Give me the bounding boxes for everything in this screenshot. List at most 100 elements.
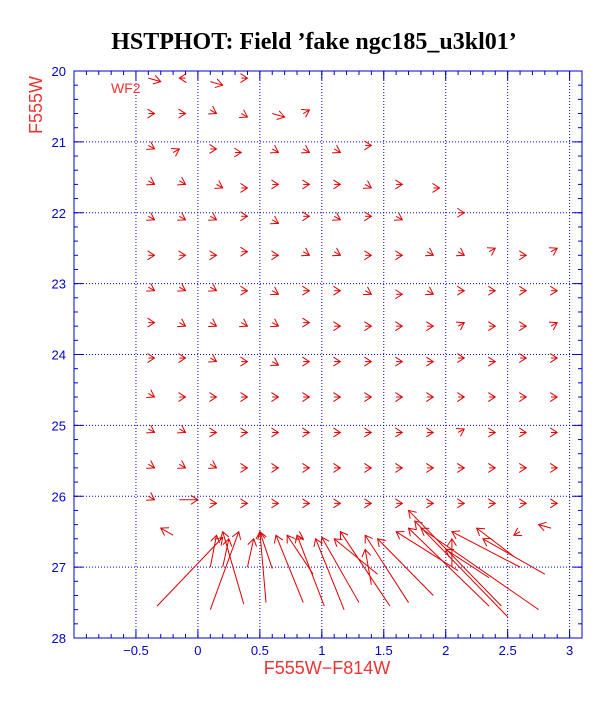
offset-vector [177, 318, 187, 328]
vector-arrowhead [426, 321, 435, 332]
vector-arrowhead [208, 460, 218, 469]
vector-arrowhead [361, 548, 372, 558]
vector-arrowhead [395, 321, 404, 332]
vector-arrowhead [455, 247, 466, 257]
vector-shaft [148, 180, 155, 185]
offset-vector [333, 179, 342, 190]
offset-vector [214, 180, 224, 189]
vector-arrowhead [549, 285, 559, 296]
x-tick-label: 1 [318, 643, 325, 658]
offset-vector [395, 356, 404, 367]
vector-arrowhead [548, 321, 559, 331]
vector-shaft [286, 534, 314, 575]
vector-shaft [275, 535, 304, 603]
vector-shaft [395, 215, 403, 221]
offset-vector [219, 530, 245, 605]
x-axis-label: F555W−F814W [264, 658, 391, 678]
vector-arrowhead [420, 527, 430, 537]
vector-shaft [302, 148, 310, 153]
offset-vector [147, 353, 156, 363]
offset-vector [363, 286, 373, 296]
vector-shaft [241, 322, 248, 327]
vector-arrowhead [395, 392, 404, 402]
offset-vector [148, 75, 162, 85]
offset-vector [240, 285, 249, 296]
vector-arrowhead [364, 211, 373, 222]
offset-vector [364, 211, 373, 222]
vector-arrowhead [518, 285, 528, 296]
vector-shaft [333, 148, 341, 153]
x-tick-label: 0 [194, 643, 201, 658]
vector-arrowhead [209, 250, 218, 261]
offset-vector [364, 392, 373, 402]
offset-vector [457, 498, 466, 509]
offset-vector [395, 531, 459, 572]
offset-vector [518, 321, 528, 332]
vector-shaft [259, 531, 267, 603]
offset-vector [339, 530, 391, 607]
vector-arrowhead [394, 212, 404, 221]
vector-arrowhead [518, 427, 528, 438]
vector-shaft [302, 251, 310, 256]
offset-vector [333, 285, 342, 296]
offset-vector [455, 247, 466, 257]
vector-arrowhead [178, 392, 187, 402]
vector-arrowhead [333, 179, 342, 190]
vector-arrowhead [332, 247, 342, 257]
offset-vector [302, 356, 311, 367]
offset-vector [364, 534, 409, 603]
offset-vector [208, 283, 218, 292]
vector-arrowhead [271, 498, 280, 509]
offset-vector [147, 250, 156, 261]
offset-vector [395, 289, 404, 300]
offset-vector [333, 392, 342, 402]
vector-arrowhead [395, 462, 404, 473]
offset-vector [487, 462, 497, 473]
vector-arrowhead [424, 286, 435, 296]
offset-vector [333, 427, 342, 438]
vector-shaft [271, 219, 279, 224]
vector-arrowhead [376, 538, 386, 548]
vector-shaft [210, 463, 217, 469]
offset-vector [457, 462, 466, 473]
offset-vector [179, 494, 199, 505]
offset-vector [208, 460, 218, 469]
vector-arrowhead [177, 212, 187, 221]
offset-vector [395, 392, 404, 402]
x-tick-label: 2.5 [499, 643, 517, 658]
y-tick-label: 25 [52, 418, 66, 433]
vector-arrowhead [208, 283, 218, 292]
vector-arrowhead [487, 498, 497, 509]
vector-shaft [302, 109, 310, 114]
vector-shaft [156, 537, 224, 607]
offset-vector [146, 424, 156, 434]
offset-vector [301, 109, 311, 118]
offset-vector [271, 462, 280, 473]
offset-vector [407, 509, 502, 607]
vector-shaft [259, 531, 273, 569]
offset-vector [426, 392, 435, 402]
offset-vector [209, 392, 218, 402]
vector-shaft [538, 524, 552, 529]
offset-vector [457, 207, 466, 218]
vector-shaft [377, 538, 434, 596]
vector-arrowhead [209, 144, 218, 154]
vector-arrowhead [239, 109, 249, 118]
y-tick-label: 23 [52, 277, 66, 292]
vector-arrowhead [320, 536, 330, 546]
vector-arrowhead [364, 321, 373, 332]
offset-vector [178, 392, 187, 402]
vector-shaft [210, 109, 217, 114]
vector-arrowhead [364, 534, 373, 544]
vector-arrowhead [407, 509, 417, 519]
vector-arrowhead [271, 392, 280, 402]
vector-arrowhead [178, 108, 187, 119]
offset-vector [407, 527, 490, 607]
vector-arrowhead [209, 427, 218, 438]
vector-arrowhead [395, 427, 404, 438]
vector-arrowhead [247, 537, 258, 547]
offset-vector [537, 521, 552, 532]
vector-shaft [179, 463, 186, 469]
vector-arrowhead [159, 527, 170, 536]
vector-arrowhead [486, 247, 497, 256]
